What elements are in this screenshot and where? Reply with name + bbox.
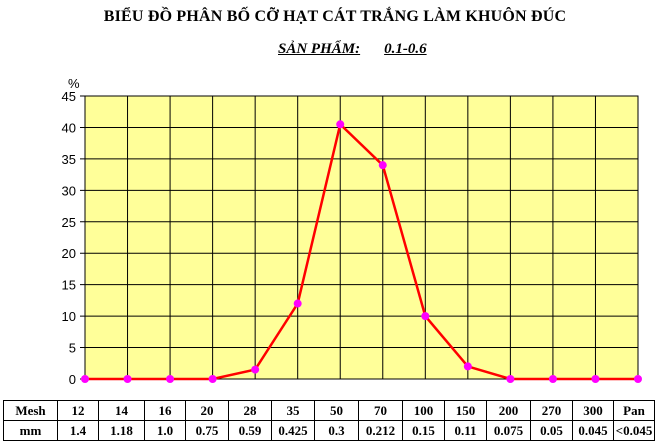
mm-cell: 0.11 [444, 420, 487, 441]
mesh-cell: 35 [271, 400, 315, 421]
mesh-cell: 20 [185, 400, 229, 421]
mesh-cell: 70 [358, 400, 403, 421]
data-point [506, 375, 515, 383]
mesh-row-label: Mesh [3, 400, 58, 421]
mesh-cell: 50 [314, 400, 359, 421]
vertical-gridlines [127, 96, 596, 379]
data-point [421, 312, 430, 321]
mm-cell: 0.15 [402, 420, 445, 441]
mm-cell: 0.212 [358, 420, 403, 441]
mesh-row: Mesh 12 14 16 20 28 35 50 70 100 150 200 270 300 Pan [3, 400, 655, 421]
mesh-cell: 12 [57, 400, 99, 421]
mm-cell: 0.075 [486, 420, 531, 441]
y-tick-label: 45 [62, 89, 76, 104]
data-point [251, 365, 260, 374]
y-tick-label: 15 [62, 278, 76, 293]
data-point [336, 120, 345, 129]
data-point [208, 375, 217, 383]
mm-cell: <0.045 [613, 420, 655, 441]
mm-cell: 0.425 [271, 420, 315, 441]
mesh-cell: 16 [144, 400, 186, 421]
y-tick-label: 0 [69, 372, 76, 387]
size-distribution-chart: 0 5 10 15 20 25 30 35 40 45 % [62, 76, 642, 387]
mm-cell: 0.75 [185, 420, 229, 441]
mm-cell: 0.05 [530, 420, 573, 441]
y-tick-label: 40 [62, 120, 76, 135]
mm-cell: 0.3 [314, 420, 359, 441]
mm-cell: 1.4 [57, 420, 99, 441]
mesh-cell: 100 [402, 400, 445, 421]
chart-title: BIỂU ĐỒ PHÂN BỐ CỠ HẠT CÁT TRẮNG LÀM KHU… [103, 8, 567, 25]
y-tick-label: 20 [62, 246, 76, 261]
y-axis-ticks: 0 5 10 15 20 25 30 35 40 45 [62, 89, 76, 387]
mesh-cell: 270 [530, 400, 573, 421]
data-point [378, 161, 387, 170]
mm-cell: 1.18 [98, 420, 145, 441]
data-point [81, 375, 89, 383]
y-tick-label: 30 [62, 183, 76, 198]
y-tick-label: 10 [62, 309, 76, 324]
data-point [293, 299, 302, 308]
mm-cell: 1.0 [144, 420, 186, 441]
mesh-cell: 300 [572, 400, 614, 421]
product-label: SẢN PHẨM: [278, 41, 361, 57]
mm-cell: 0.59 [228, 420, 272, 441]
data-point [548, 375, 557, 383]
data-point [591, 375, 600, 383]
product-subtitle: SẢN PHẨM: 0.1-0.6 [278, 41, 427, 58]
y-axis-label: % [68, 76, 80, 91]
data-markers [81, 120, 642, 383]
plot-area [84, 95, 639, 380]
y-tick-label: 5 [69, 341, 76, 356]
mm-cell: 0.045 [572, 420, 614, 441]
data-point [123, 375, 132, 383]
mesh-cell: Pan [613, 400, 655, 421]
horizontal-gridlines [80, 95, 638, 380]
y-tick-label: 35 [62, 152, 76, 167]
data-point [634, 375, 642, 383]
data-point [463, 362, 472, 371]
mesh-mm-table: Mesh 12 14 16 20 28 35 50 70 100 150 200 270 300 Pan … [3, 400, 655, 441]
product-range: 0.1-0.6 [384, 41, 427, 57]
series-line [85, 121, 638, 381]
mesh-cell: 14 [98, 400, 145, 421]
data-point [166, 375, 175, 383]
mm-row-label: mm [3, 420, 58, 441]
mesh-cell: 200 [486, 400, 531, 421]
y-tick-label: 25 [62, 215, 76, 230]
mesh-cell: 150 [444, 400, 487, 421]
mesh-cell: 28 [228, 400, 272, 421]
mm-row: mm 1.4 1.18 1.0 0.75 0.59 0.425 0.3 0.212 0.15 0.… [3, 420, 655, 441]
